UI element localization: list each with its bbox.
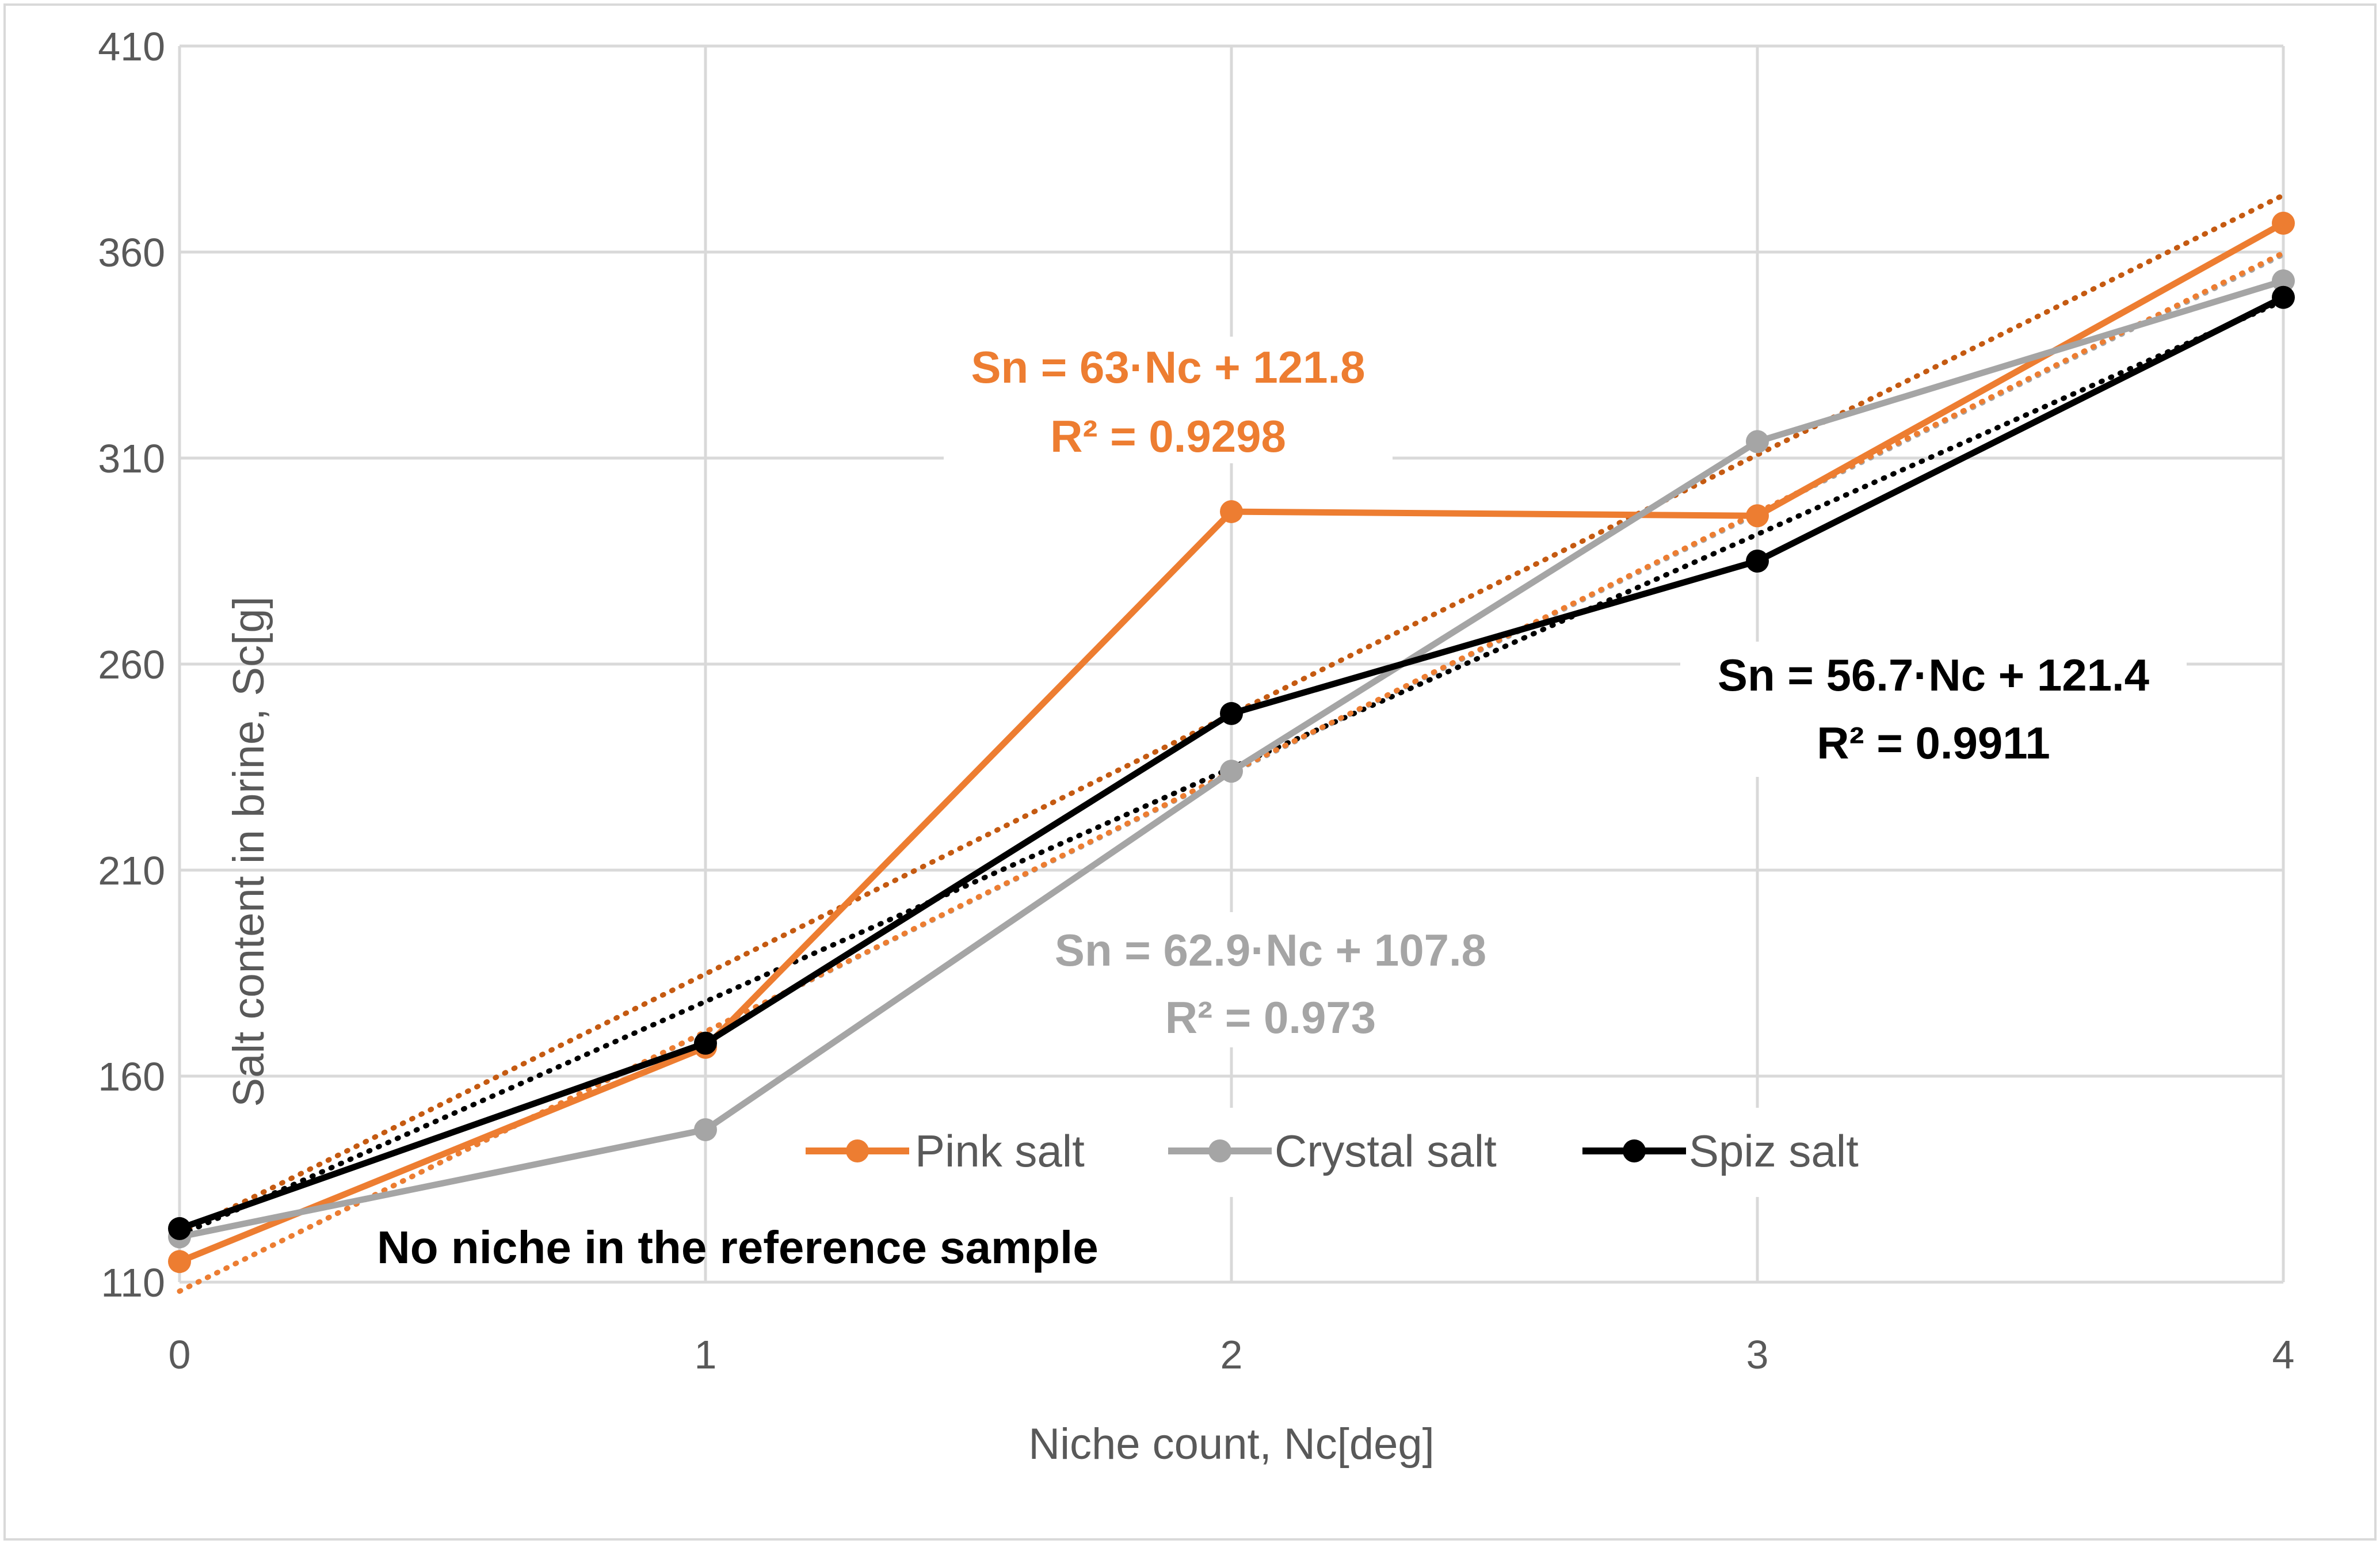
y-tick-label: 110 xyxy=(101,1260,165,1305)
y-axis-title: Salt content in brine, Sc[g] xyxy=(224,596,273,1107)
legend-crystal-label: Crystal salt xyxy=(1275,1126,1497,1176)
grid-layer xyxy=(178,44,2285,1284)
spiz-equation-line2: R² = 0.9911 xyxy=(1817,718,2050,768)
x-tick-label: 1 xyxy=(695,1332,717,1377)
crystal-equation-line2: R² = 0.973 xyxy=(1165,992,1376,1043)
crystal-data-point xyxy=(2272,269,2295,293)
pink-equation-background xyxy=(944,337,1393,463)
y-tick-label: 310 xyxy=(98,436,165,481)
crystal-equation-line1: Sn = 62.9·Nc + 107.8 xyxy=(1055,925,1486,975)
pink-data-point xyxy=(2272,211,2295,235)
series-layer xyxy=(168,211,2295,1274)
crystal-data-point xyxy=(1746,430,1769,453)
spiz-equation-background xyxy=(1680,642,2187,777)
y-tick-label: 260 xyxy=(98,642,165,687)
pink-equation-line2: R² = 0.9298 xyxy=(1050,411,1286,462)
legend-spiz-swatch-marker xyxy=(1623,1139,1646,1162)
reference-sample-annotation: No niche in the reference sample xyxy=(377,1222,1099,1273)
y-tick-label: 360 xyxy=(98,230,165,275)
spiz-data-point xyxy=(2272,285,2295,309)
pink-data-point xyxy=(1746,504,1769,528)
legend-background xyxy=(794,1108,1887,1197)
x-tick-label: 2 xyxy=(1220,1332,1243,1377)
pink-data-point xyxy=(168,1250,191,1274)
y-tick-label: 160 xyxy=(98,1054,165,1099)
legend: Pink salt Crystal salt Spiz salt xyxy=(806,1126,1859,1176)
x-tick-label: 4 xyxy=(2272,1332,2295,1377)
pink-data-point xyxy=(1220,500,1243,524)
x-axis-title: Niche count, Nc[deg] xyxy=(1028,1420,1435,1469)
spiz-equation-line1: Sn = 56.7·Nc + 121.4 xyxy=(1718,650,2149,700)
tick-label-layer: 110 160 210 260 310 360 410 0 1 2 3 4 xyxy=(98,24,2294,1377)
spiz-data-point xyxy=(168,1217,191,1240)
spiz-data-point xyxy=(1220,702,1243,725)
x-tick-label: 3 xyxy=(1746,1332,1769,1377)
legend-spiz-label: Spiz salt xyxy=(1689,1126,1859,1176)
legend-crystal-swatch-marker xyxy=(1208,1139,1231,1162)
crystal-data-point xyxy=(694,1118,717,1142)
pink-equation-line1: Sn = 63·Nc + 121.8 xyxy=(971,342,1365,392)
y-tick-label: 210 xyxy=(98,848,165,893)
x-tick-label: 0 xyxy=(169,1332,191,1377)
crystal-equation-background xyxy=(1036,912,1542,1047)
legend-pink-label: Pink salt xyxy=(915,1126,1085,1176)
legend-pink-swatch-marker xyxy=(846,1139,869,1162)
spiz-data-point xyxy=(1746,550,1769,573)
spiz-data-point xyxy=(694,1031,717,1055)
crystal-data-point xyxy=(1220,760,1243,783)
y-tick-label: 410 xyxy=(98,24,165,69)
